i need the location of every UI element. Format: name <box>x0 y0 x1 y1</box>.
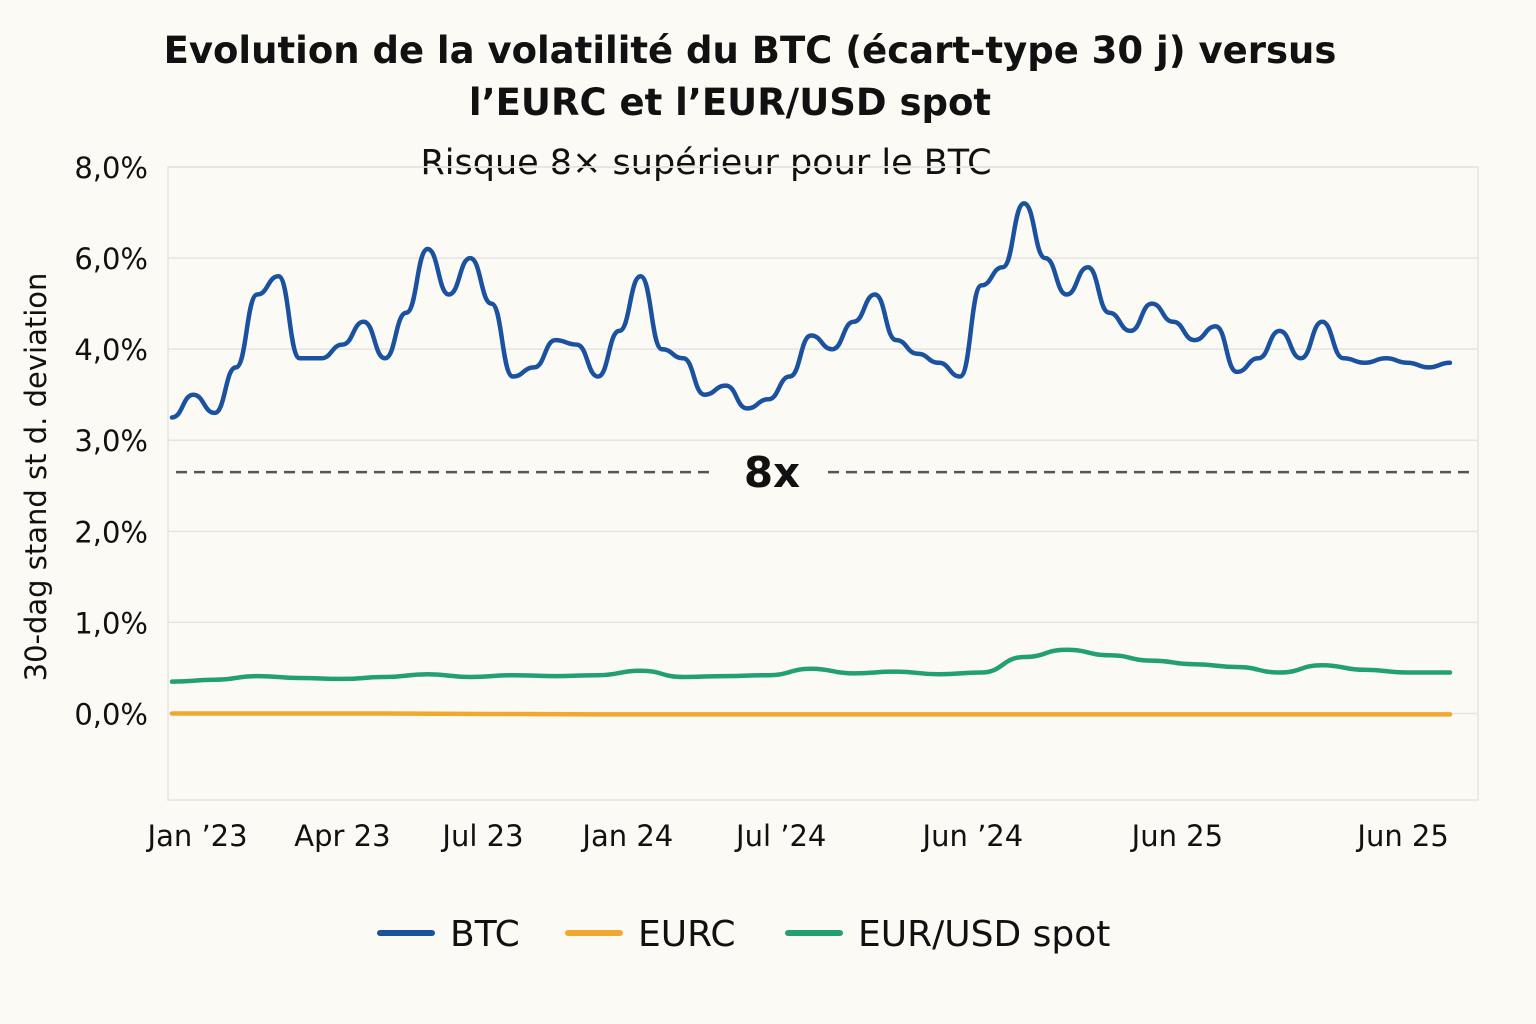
series-line-eur-usd-spot <box>169 647 1453 684</box>
x-tick-label-2: Jul 23 <box>440 819 523 853</box>
y-tick-label-6: 0,0% <box>74 697 148 731</box>
chart-subtitle: Risque 8× supérieur pour le BTC <box>420 143 991 183</box>
y-axis-ticks: 8,0% 6,0% 4,0% 3,0% 2,0% 1,0% 0,0% <box>74 151 148 731</box>
legend-label-eurc: EURC <box>638 914 735 955</box>
y-tick-label-1: 6,0% <box>74 242 148 276</box>
chart-title-line-1: Evolution de la volatilité du BTC (écart… <box>164 29 1337 72</box>
y-tick-label-2: 4,0% <box>74 333 148 367</box>
series-lines <box>169 201 1453 717</box>
chart-title-line-2: l’EURC et l’EUR/USD spot <box>469 81 991 124</box>
x-tick-label-1: Apr 23 <box>294 819 390 853</box>
legend: BTC EURC EUR/USD spot <box>377 914 1110 955</box>
series-line-eurc <box>169 711 1453 717</box>
y-tick-label-3: 3,0% <box>74 424 148 458</box>
grid <box>167 166 1479 801</box>
annotation-label: 8x <box>744 448 800 497</box>
x-tick-label-3: Jan 24 <box>580 819 673 853</box>
x-tick-label-6: Jun 25 <box>1130 819 1223 853</box>
x-tick-label-0: Jan ’23 <box>146 819 248 853</box>
x-tick-label-5: Jun ’24 <box>921 819 1024 853</box>
y-tick-label-5: 1,0% <box>74 606 148 640</box>
series-line-btc <box>169 201 1453 420</box>
y-tick-label-4: 2,0% <box>74 515 148 549</box>
x-tick-label-7: Jun 25 <box>1355 819 1448 853</box>
plot-frame <box>167 166 1479 801</box>
annotation: 8x <box>176 448 1474 497</box>
legend-label-eur-usd-spot: EUR/USD spot <box>858 914 1110 955</box>
y-axis-label: 30-dag stand st d. deviation <box>19 273 53 682</box>
y-tick-label-0: 8,0% <box>74 151 148 185</box>
x-tick-label-4: Jul ’24 <box>734 819 826 853</box>
legend-label-btc: BTC <box>450 914 520 955</box>
x-axis-ticks: Jan ’23 Apr 23 Jul 23 Jan 24 Jul ’24 Jun ’24 J… <box>146 819 1449 853</box>
